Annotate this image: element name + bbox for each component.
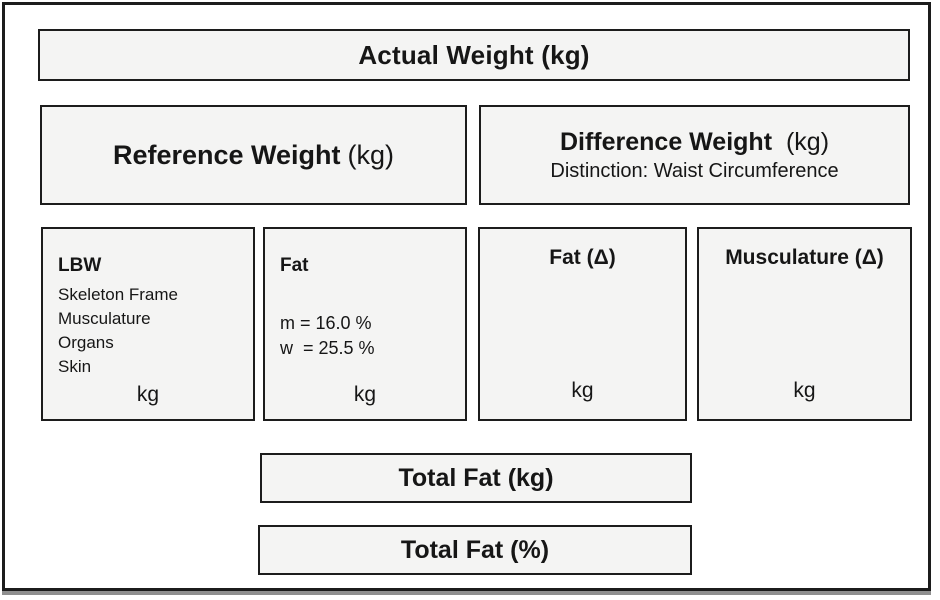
total-fat-pct-box: Total Fat (%) bbox=[258, 525, 692, 575]
reference-weight-unit: (kg) bbox=[347, 139, 395, 170]
lbw-unit-label: kg bbox=[136, 383, 160, 406]
musculature-delta-box: Musculature (Δ) kg bbox=[697, 227, 912, 421]
fat-delta-box: Fat (Δ) kg bbox=[478, 227, 687, 421]
lbw-item-skeleton-frame: Skeleton Frame bbox=[58, 285, 178, 304]
total-fat-kg-box: Total Fat (kg) bbox=[260, 453, 692, 503]
difference-weight-title: Difference Weight (kg) bbox=[560, 128, 829, 157]
lbw-title: LBW bbox=[58, 255, 102, 276]
difference-weight-label: Difference Weight bbox=[559, 127, 773, 156]
lbw-item-musculature: Musculature bbox=[58, 309, 151, 328]
lbw-component-list: Skeleton Frame Musculature Organs Skin bbox=[58, 283, 245, 379]
musculature-delta-title: Musculature (Δ) bbox=[725, 246, 884, 269]
fat-percentage-lines: m = 16.0 % w = 25.5 % bbox=[280, 311, 457, 361]
difference-weight-box: Difference Weight (kg) Distinction: Wais… bbox=[479, 105, 910, 205]
total-fat-kg-label: Total Fat (kg) bbox=[398, 463, 554, 492]
difference-weight-subtitle: Distinction: Waist Circumference bbox=[550, 159, 839, 182]
fat-percentage-women: w = 25.5 % bbox=[280, 338, 375, 358]
fat-title: Fat bbox=[280, 255, 309, 276]
fat-delta-unit-label: kg bbox=[571, 379, 594, 402]
fat-delta-title: Fat (Δ) bbox=[549, 246, 616, 269]
musculature-delta-unit-label: kg bbox=[793, 379, 816, 402]
outer-frame: Actual Weight (kg) Reference Weight (kg)… bbox=[2, 2, 931, 591]
fat-box: Fat m = 16.0 % w = 25.5 % kg bbox=[263, 227, 467, 421]
reference-weight-box: Reference Weight (kg) bbox=[40, 105, 467, 205]
fat-unit-label: kg bbox=[353, 383, 377, 406]
difference-weight-unit: (kg) bbox=[785, 127, 830, 156]
actual-weight-label: Actual Weight (kg) bbox=[358, 39, 590, 70]
actual-weight-box: Actual Weight (kg) bbox=[38, 29, 910, 81]
fat-percentage-men: m = 16.0 % bbox=[280, 313, 372, 333]
reference-weight-label: Reference Weight bbox=[112, 139, 341, 170]
lbw-item-skin: Skin bbox=[58, 357, 92, 376]
total-fat-pct-label: Total Fat (%) bbox=[400, 535, 550, 564]
lbw-box: LBW Skeleton Frame Musculature Organs Sk… bbox=[41, 227, 255, 421]
lbw-item-organs: Organs bbox=[58, 333, 114, 352]
